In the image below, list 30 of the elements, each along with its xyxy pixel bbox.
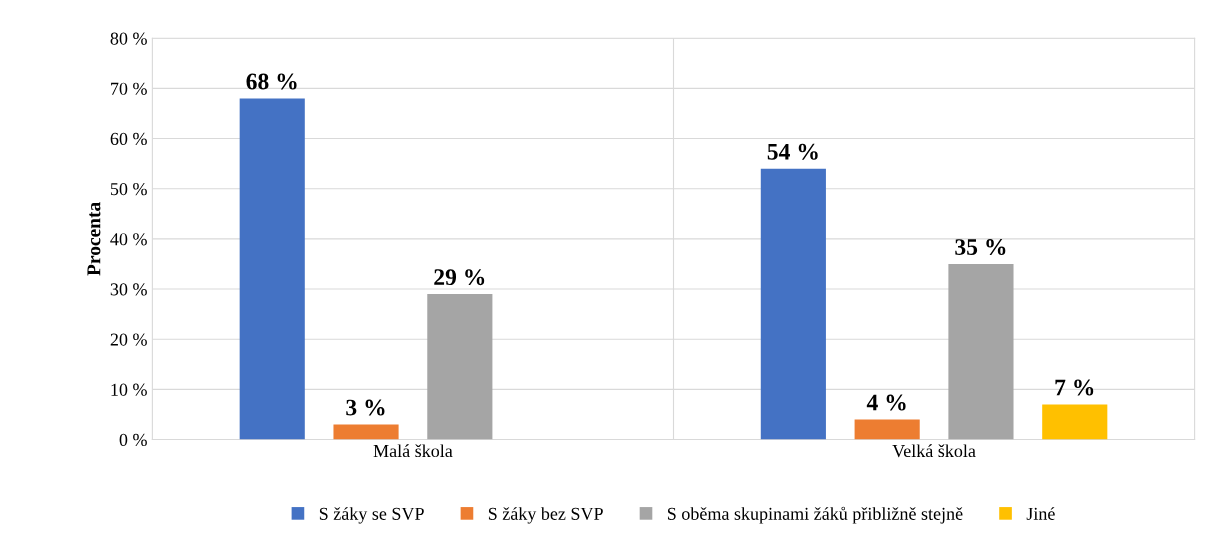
legend-label: Jiné bbox=[1026, 507, 1055, 520]
y-tick-label: 50 % bbox=[110, 182, 147, 196]
y-tick-label: 60 % bbox=[110, 132, 147, 146]
legend-label: S žáky se SVP bbox=[319, 507, 424, 524]
data-label: 29 % bbox=[434, 269, 485, 286]
y-tick-label: 70 % bbox=[111, 82, 147, 95]
bar bbox=[239, 98, 305, 440]
y-axis-title: Procenta bbox=[87, 202, 101, 276]
data-label: 54 % bbox=[767, 143, 818, 160]
bar bbox=[427, 294, 493, 440]
bar bbox=[1042, 404, 1108, 440]
bar bbox=[948, 263, 1014, 440]
bar bbox=[760, 168, 826, 440]
data-label: 4 % bbox=[866, 394, 906, 411]
y-tick-label: 40 % bbox=[110, 233, 147, 246]
data-label: 7 % bbox=[1055, 379, 1094, 396]
legend-label: S oběma skupinami žáků přibližně stejně bbox=[667, 506, 963, 524]
legend-label: S žáky bez SVP bbox=[488, 507, 603, 524]
y-tick-label: 80 % bbox=[110, 32, 147, 45]
bar bbox=[854, 419, 920, 440]
data-label: 3 % bbox=[346, 399, 385, 416]
bar bbox=[333, 424, 399, 440]
x-tick-label: Velká škola bbox=[892, 444, 976, 458]
y-tick-label: 0 % bbox=[119, 433, 147, 447]
data-label: 68 % bbox=[246, 73, 297, 90]
y-tick-label: 20 % bbox=[110, 333, 147, 346]
y-tick-label: 10 % bbox=[111, 383, 147, 396]
x-tick-label: Malá škola bbox=[373, 444, 453, 458]
y-tick-label: 30 % bbox=[110, 283, 147, 296]
data-label: 35 % bbox=[955, 239, 1006, 256]
